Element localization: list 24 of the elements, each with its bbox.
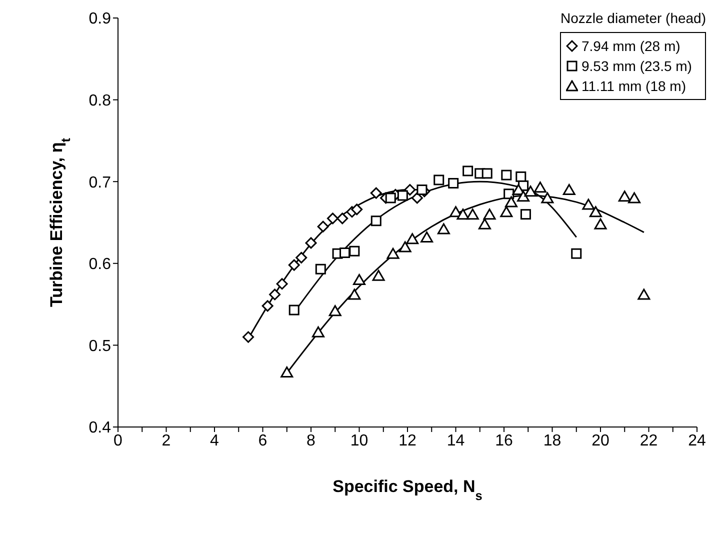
x-tick-label: 12 — [398, 432, 416, 450]
y-tick-label: 0.9 — [88, 10, 112, 28]
y-tick-label: 0.8 — [88, 92, 112, 110]
x-tick-label: 20 — [592, 432, 610, 450]
legend-label: 9.53 mm (23.5 m) — [581, 57, 692, 76]
x-axis-title: Specific Speed, N$_{s}$ — [332, 477, 482, 502]
y-tick-label: 0.7 — [88, 174, 112, 192]
x-tick-label: 4 — [210, 432, 220, 450]
legend-title: Nozzle diameter (head) — [560, 10, 706, 26]
y-tick-label: 0.5 — [88, 338, 112, 355]
y-tick-label: 0.6 — [88, 256, 112, 274]
x-tick-label: 22 — [640, 432, 658, 450]
x-tick-label: 16 — [495, 432, 513, 450]
x-tick-label: 2 — [162, 432, 171, 450]
x-tick-label: 24 — [688, 432, 706, 450]
x-tick-label: 10 — [350, 432, 368, 450]
y-tick-label: 0.4 — [88, 420, 112, 437]
x-tick-label: 6 — [258, 432, 268, 450]
x-tick-label: 18 — [543, 432, 562, 450]
x-tick-label: 14 — [446, 432, 465, 450]
x-tick-label: 0 — [114, 432, 123, 450]
x-tick-label: 8 — [306, 432, 316, 450]
legend-label: 11.11 mm (18 m) — [581, 77, 686, 96]
legend-label: 7.94 mm (28 m) — [581, 37, 680, 56]
